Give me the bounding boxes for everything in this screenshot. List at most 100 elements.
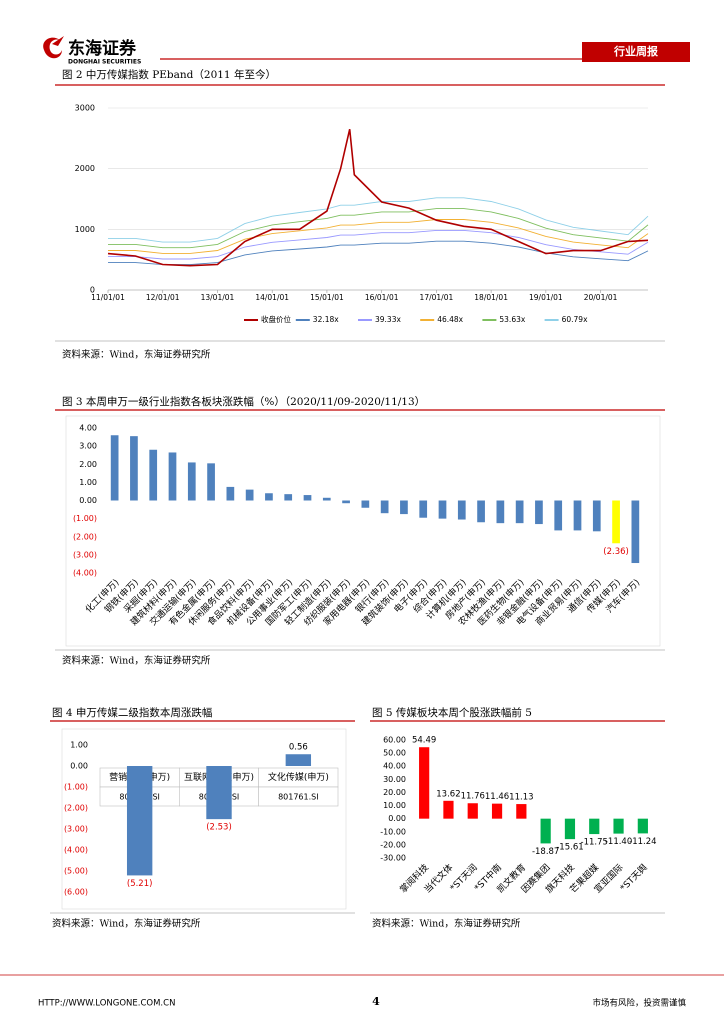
chart-frame: [61, 728, 347, 910]
y-tick-label: (1.00): [73, 514, 97, 523]
category-code: 801761.SI: [278, 793, 319, 802]
bar: [637, 818, 648, 834]
bar: [516, 804, 527, 819]
y-tick-label: 2.00: [79, 460, 97, 469]
figure-title: 图 5 传媒板块本周个股涨跌幅前 5: [372, 706, 532, 719]
logo: [43, 36, 64, 59]
bar: [130, 436, 138, 501]
data-label: 11.13: [509, 793, 533, 803]
figure-title: 图 3 本周申万一级行业指数各板块涨跌幅（%）（2020/11/09-2020/…: [62, 395, 425, 408]
figure-title: 图 2 中万传媒指数 PEband（2011 年至今）: [62, 68, 276, 81]
bar: [284, 494, 293, 501]
legend-label: 32.18x: [313, 315, 339, 324]
y-tick-label: 30.00: [383, 775, 406, 784]
bar: [613, 818, 624, 834]
series-line: [108, 229, 649, 260]
y-tick-label: 1.00: [79, 478, 97, 487]
data-label: 13.62: [436, 789, 460, 799]
logo-icon: [52, 36, 64, 46]
y-tick-label: (5.00): [64, 867, 88, 876]
y-tick-label: (1.00): [64, 783, 88, 792]
y-tick-label: 20.00: [383, 788, 406, 797]
bar: [540, 818, 551, 844]
bar: [126, 766, 153, 876]
bar: [631, 500, 640, 564]
bar: [515, 500, 524, 524]
bar: [285, 754, 312, 766]
data-label: 11.76: [461, 792, 485, 802]
bar: [226, 486, 235, 501]
bar: [535, 500, 543, 525]
chart-frame: [65, 415, 661, 647]
data-label: (5.21): [127, 879, 153, 889]
x-tick-label: 12/01/01: [146, 293, 180, 302]
y-tick-label: (6.00): [64, 888, 88, 897]
y-tick-label: 0.00: [79, 496, 97, 505]
y-tick-label: 50.00: [383, 749, 406, 758]
footer-url[interactable]: HTTP://WWW.LONGONE.COM.CN: [38, 999, 175, 1009]
bar: [380, 500, 389, 514]
bar: [303, 495, 312, 501]
bar: [322, 497, 331, 501]
report-type-box: [582, 42, 690, 62]
bar: [400, 500, 408, 515]
bar: [361, 500, 370, 508]
data-label: (2.36): [603, 547, 629, 557]
bar: [589, 818, 600, 835]
source: 资料来源：Wind，东海证券研究所: [62, 655, 211, 667]
report-type: 行业周报: [613, 44, 659, 58]
x-tick-label: 17/01/01: [420, 293, 454, 302]
bar: [612, 500, 620, 544]
bar: [496, 500, 505, 524]
bar: [491, 803, 503, 819]
bar: [265, 493, 273, 501]
source: 资料来源：Wind，东海证券研究所: [372, 918, 521, 930]
bar: [187, 462, 196, 501]
x-tick-label: 15/01/01: [310, 293, 344, 302]
disclaimer: 市场有风险，投资需谨慎: [592, 998, 686, 1009]
data-label: 0.56: [289, 743, 308, 753]
y-tick-label: 3.00: [79, 442, 97, 451]
y-tick-label: -30.00: [380, 854, 406, 863]
bar: [564, 818, 576, 840]
bar: [149, 449, 158, 501]
bar: [342, 500, 350, 504]
bar: [419, 747, 430, 819]
y-tick-label: 1000: [75, 225, 95, 234]
y-tick-label: 0.00: [388, 814, 406, 823]
bar: [467, 803, 478, 819]
bar: [554, 500, 563, 531]
legend-label: 60.79x: [562, 315, 588, 324]
series-line: [108, 240, 649, 266]
x-tick-label: 11/01/01: [91, 293, 125, 302]
source: 资料来源：Wind，东海证券研究所: [62, 349, 211, 361]
legend-label: 46.48x: [437, 315, 463, 324]
x-tick-label: 20/01/01: [584, 293, 618, 302]
y-tick-label: (3.00): [73, 550, 97, 559]
x-tick-label: 16/01/01: [365, 293, 399, 302]
y-tick-label: 4.00: [79, 424, 97, 433]
y-tick-label: 1.00: [70, 741, 88, 750]
y-tick-label: 10.00: [383, 801, 406, 810]
bar: [443, 800, 454, 819]
data-label: (2.53): [206, 823, 232, 833]
x-tick-label: 13/01/01: [201, 293, 235, 302]
series-line: [107, 129, 649, 267]
y-tick-label: -10.00: [380, 827, 406, 836]
y-tick-label: (2.00): [73, 532, 97, 541]
x-tick-label: 14/01/01: [255, 293, 289, 302]
series-line: [108, 197, 649, 243]
data-label: 11.46: [485, 792, 509, 802]
legend-label: 收盘价位: [261, 314, 291, 324]
data-label: -18.87: [532, 847, 559, 857]
data-label: -11.24: [629, 837, 656, 847]
series-line: [108, 208, 649, 249]
y-tick-label: (4.00): [64, 846, 88, 855]
category-label: 文化传媒(申万): [268, 771, 329, 783]
legend-label: 39.33x: [375, 315, 401, 324]
bar: [573, 500, 582, 531]
y-tick-label: 2000: [75, 164, 95, 173]
y-tick-label: 40.00: [383, 762, 406, 771]
bar: [206, 766, 232, 820]
